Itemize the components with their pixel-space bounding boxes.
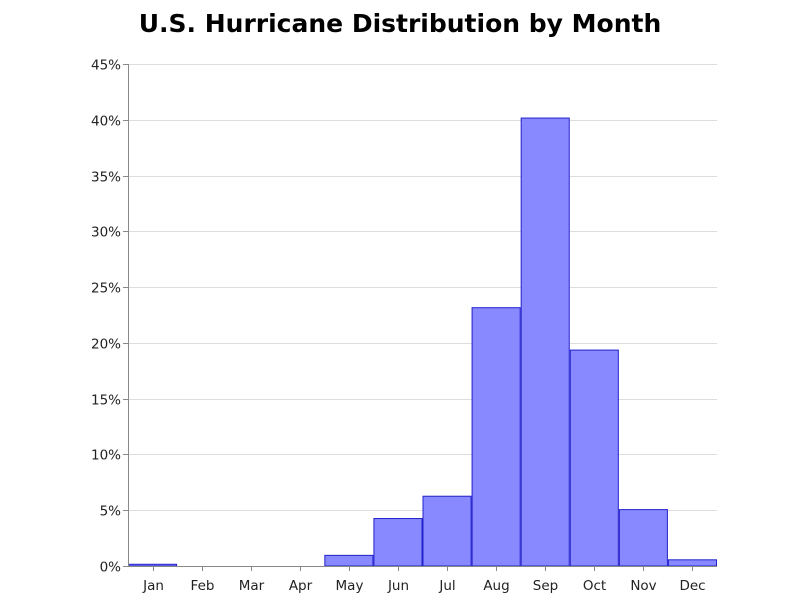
x-tick-label-jun: Jun <box>387 578 409 594</box>
x-tick-label-dec: Dec <box>679 578 705 594</box>
x-tick-label-jul: Jul <box>438 578 455 594</box>
y-tick-label: 10% <box>91 448 121 464</box>
y-tick-label: 15% <box>91 393 121 409</box>
y-tick-label: 5% <box>100 504 122 520</box>
chart-title: U.S. Hurricane Distribution by Month <box>138 9 662 38</box>
y-tick-label: 35% <box>91 170 121 186</box>
y-tick-label: 40% <box>91 114 121 130</box>
x-tick-label-jan: Jan <box>142 578 164 594</box>
y-tick-label: 25% <box>91 281 121 297</box>
x-tick-label-apr: Apr <box>289 578 313 594</box>
bar-oct <box>569 349 619 567</box>
bar-sep <box>520 117 570 567</box>
bar-jul <box>422 495 472 567</box>
bar-jun <box>373 518 423 567</box>
x-tick-label-may: May <box>336 578 364 594</box>
y-tick-label: 45% <box>91 58 121 74</box>
grid-lines <box>128 64 717 511</box>
bar-nov <box>618 509 668 567</box>
y-tick-label: 20% <box>91 337 121 353</box>
x-tick-label-nov: Nov <box>630 578 656 594</box>
x-tick-label-oct: Oct <box>583 578 606 594</box>
bar-jan <box>128 563 178 567</box>
x-tick-label-aug: Aug <box>483 578 509 594</box>
x-tick-label-feb: Feb <box>191 578 215 594</box>
axes <box>123 64 717 571</box>
y-tick-label: 0% <box>100 560 122 576</box>
bars <box>128 117 718 567</box>
bar-aug <box>471 307 521 567</box>
bar-dec <box>667 559 718 567</box>
y-tick-label: 30% <box>91 225 121 241</box>
y-tick-labels: 0% 5% 10% 15% 20% 25% 30% 35% 40% 45% <box>91 58 121 576</box>
bar-may <box>324 554 374 567</box>
x-tick-label-sep: Sep <box>533 578 558 594</box>
x-tick-label-mar: Mar <box>239 578 265 594</box>
x-tick-labels: Jan Feb Mar Apr May Jun Jul Aug Sep Oct Nov Dec <box>142 578 705 594</box>
